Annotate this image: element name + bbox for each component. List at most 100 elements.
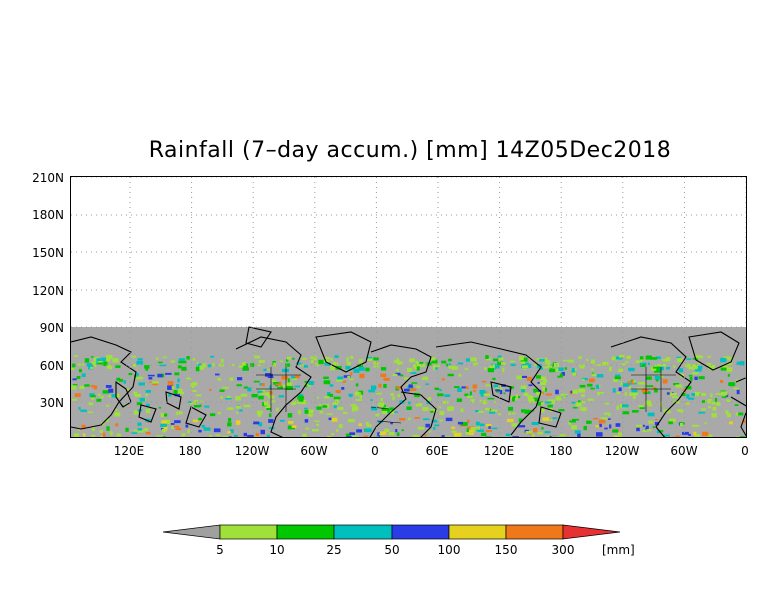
rainfall-cell bbox=[359, 394, 362, 399]
rainfall-cell bbox=[192, 390, 197, 392]
rainfall-cell bbox=[323, 396, 330, 399]
rainfall-cell bbox=[499, 390, 503, 395]
rainfall-cell bbox=[628, 386, 632, 389]
rainfall-cell bbox=[258, 360, 265, 363]
rainfall-cell bbox=[100, 396, 104, 399]
rainfall-cell bbox=[685, 402, 690, 405]
rainfall-cell bbox=[482, 400, 488, 405]
rainfall-cell bbox=[632, 394, 636, 399]
rainfall-cell bbox=[622, 411, 630, 415]
rainfall-cell bbox=[380, 373, 387, 378]
rainfall-cell bbox=[352, 435, 359, 437]
rainfall-cell bbox=[513, 398, 518, 401]
rainfall-cell bbox=[507, 436, 513, 437]
rainfall-cell bbox=[746, 407, 747, 411]
rainfall-cell bbox=[374, 362, 380, 365]
rainfall-cell bbox=[656, 366, 660, 370]
rainfall-cell bbox=[439, 389, 442, 392]
rainfall-cell bbox=[527, 396, 535, 401]
rainfall-cell bbox=[673, 383, 680, 386]
rainfall-cell bbox=[187, 429, 190, 434]
rainfall-cell bbox=[483, 393, 491, 396]
rainfall-cell bbox=[415, 403, 419, 407]
rainfall-cell bbox=[282, 368, 289, 373]
rainfall-cell bbox=[171, 425, 174, 429]
map-plot-area bbox=[70, 176, 747, 438]
rainfall-cell bbox=[485, 436, 492, 437]
rainfall-cell bbox=[336, 379, 344, 382]
rainfall-cell bbox=[298, 398, 304, 402]
rainfall-cell bbox=[331, 433, 334, 436]
rainfall-cell bbox=[316, 396, 319, 399]
rainfall-cell bbox=[707, 355, 711, 358]
rainfall-cell bbox=[417, 403, 423, 407]
rainfall-cell bbox=[236, 412, 239, 415]
rainfall-cell bbox=[437, 406, 442, 409]
rainfall-cell bbox=[112, 358, 119, 363]
rainfall-cell bbox=[236, 384, 242, 387]
rainfall-cell bbox=[275, 383, 281, 386]
rainfall-cell bbox=[416, 385, 421, 388]
rainfall-cell bbox=[181, 366, 187, 371]
rainfall-cell bbox=[395, 429, 398, 433]
rainfall-cell bbox=[658, 430, 664, 433]
rainfall-cell bbox=[108, 365, 113, 370]
rainfall-cell bbox=[202, 363, 207, 368]
rainfall-cell bbox=[269, 413, 272, 418]
y-tick-label: 90N bbox=[39, 321, 64, 335]
rainfall-cell bbox=[177, 388, 183, 394]
rainfall-cell bbox=[431, 419, 438, 423]
rainfall-cell bbox=[645, 400, 652, 405]
rainfall-cell bbox=[589, 420, 592, 424]
rainfall-cell bbox=[727, 413, 731, 418]
rainfall-cell bbox=[243, 432, 247, 437]
rainfall-cell bbox=[139, 397, 146, 402]
rainfall-cell bbox=[72, 384, 78, 386]
rainfall-cell bbox=[90, 366, 93, 369]
rainfall-cell bbox=[200, 400, 204, 403]
rainfall-cell bbox=[735, 379, 739, 383]
rainfall-cell bbox=[257, 364, 262, 366]
rainfall-cell bbox=[622, 383, 630, 387]
rainfall-cell bbox=[326, 413, 333, 415]
rainfall-cell bbox=[522, 362, 529, 367]
rainfall-cell bbox=[287, 413, 293, 418]
rainfall-cell bbox=[581, 377, 588, 381]
rainfall-cell bbox=[251, 394, 258, 398]
rainfall-cell bbox=[414, 365, 418, 370]
rainfall-cell bbox=[299, 400, 307, 405]
rainfall-cell bbox=[404, 388, 410, 392]
rainfall-cell bbox=[435, 367, 438, 370]
rainfall-cell bbox=[447, 373, 454, 377]
rainfall-cell bbox=[461, 422, 468, 426]
rainfall-cell bbox=[484, 367, 487, 371]
rainfall-cell bbox=[131, 432, 138, 434]
rainfall-cell bbox=[382, 404, 386, 409]
rainfall-cell bbox=[266, 405, 271, 407]
rainfall-cell bbox=[282, 384, 287, 388]
colorbar bbox=[162, 524, 621, 540]
rainfall-cell bbox=[78, 368, 82, 373]
rainfall-cell bbox=[373, 365, 379, 368]
rainfall-cell bbox=[636, 424, 642, 428]
rainfall-cell bbox=[277, 387, 283, 389]
rainfall-cell bbox=[448, 358, 452, 362]
rainfall-cell bbox=[93, 362, 101, 365]
rainfall-cell bbox=[602, 361, 609, 366]
rainfall-cell bbox=[469, 391, 472, 396]
rainfall-cell bbox=[145, 366, 149, 371]
rainfall-cell bbox=[209, 434, 212, 437]
rainfall-cell bbox=[432, 365, 436, 370]
rainfall-cell bbox=[383, 377, 390, 381]
rainfall-cell bbox=[511, 423, 518, 427]
rainfall-cell bbox=[332, 402, 338, 405]
rainfall-cell bbox=[571, 425, 577, 430]
rainfall-cell bbox=[415, 360, 419, 366]
rainfall-cell bbox=[650, 367, 657, 371]
rainfall-cell bbox=[347, 375, 350, 379]
rainfall-cell bbox=[419, 363, 425, 368]
rainfall-cell bbox=[685, 385, 692, 390]
rainfall-cell bbox=[521, 389, 525, 393]
rainfall-cell bbox=[631, 392, 639, 396]
rainfall-cell bbox=[329, 384, 334, 387]
